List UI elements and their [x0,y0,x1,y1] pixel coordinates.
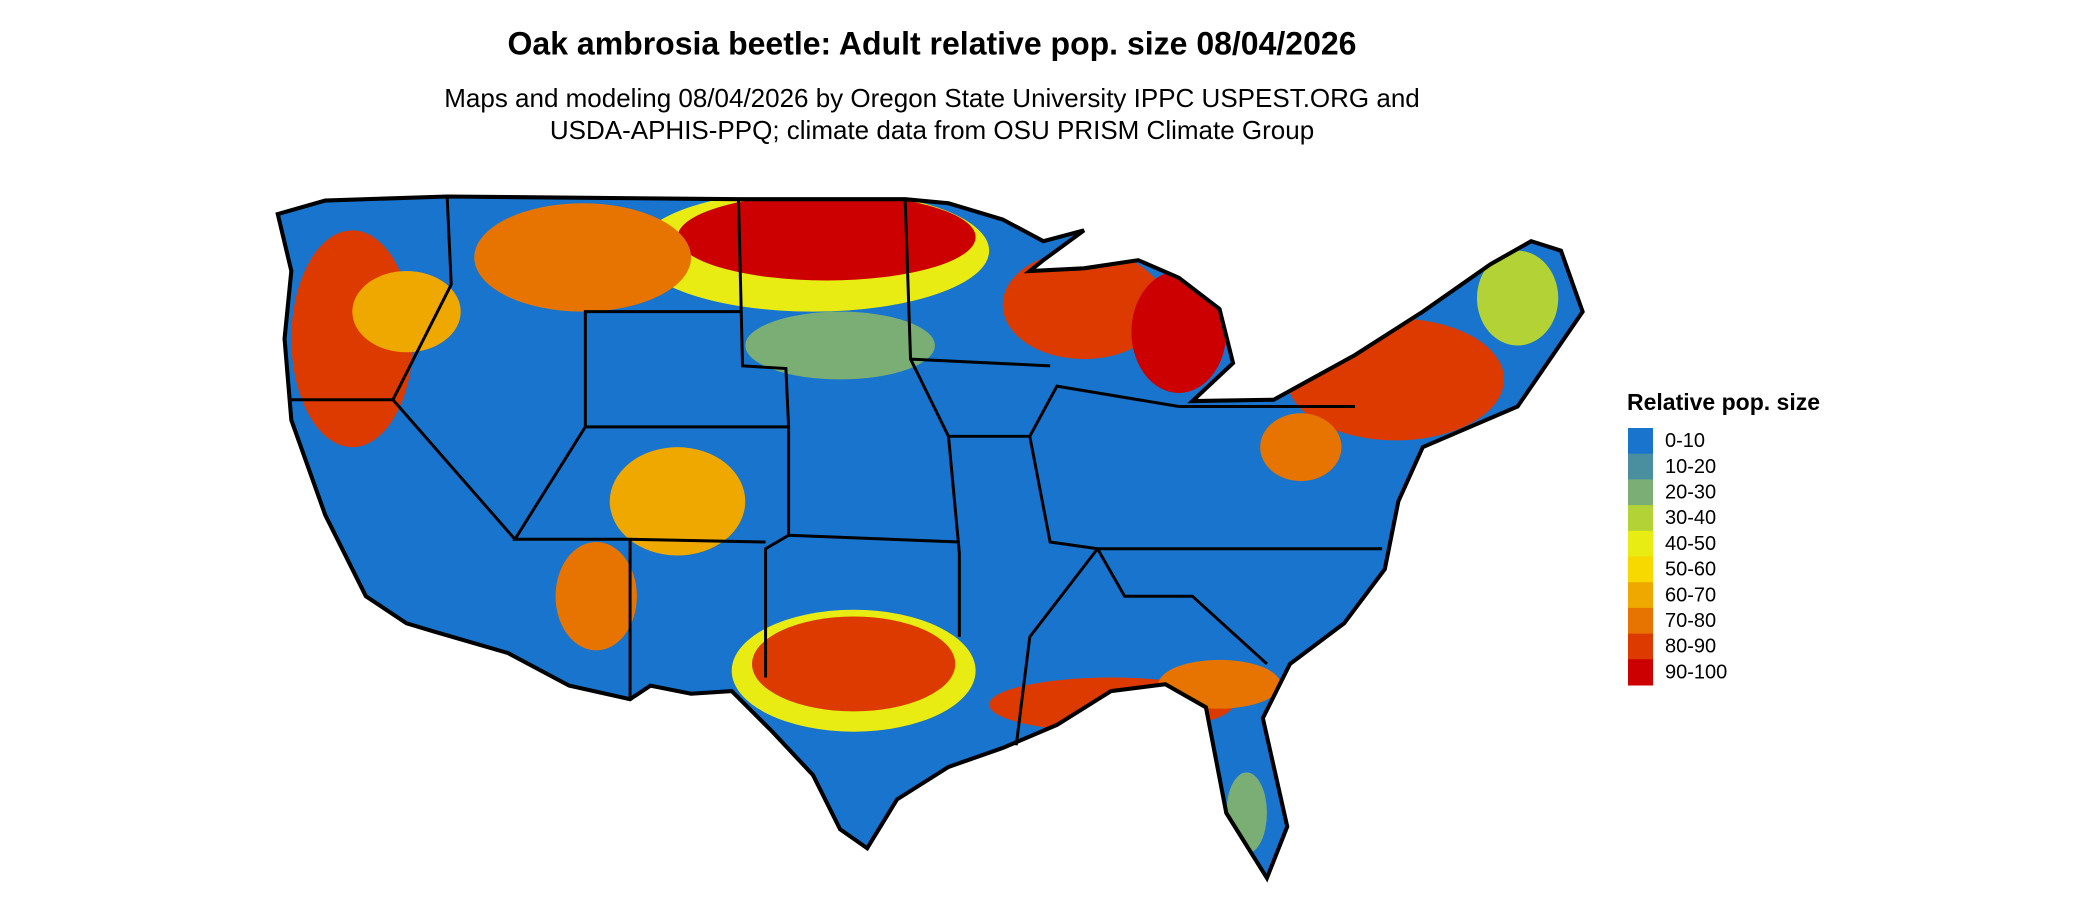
heat-region [1131,271,1227,393]
subtitle: USDA-APHIS-PPQ; climate data from OSU PR… [550,115,1314,145]
legend-swatch [1628,556,1653,583]
legend-swatch [1628,530,1653,557]
legend-swatch [1628,582,1653,609]
legend-label: 60-70 [1665,584,1716,606]
legend-swatch [1628,428,1653,455]
heat-region [609,447,746,556]
legend-swatch [1628,505,1653,532]
state-border [291,196,1383,746]
legend-swatch [1628,607,1653,635]
legend-swatch [1628,479,1653,506]
heat-region [555,542,637,651]
heat-region [352,271,461,353]
legend-label: 80-90 [1665,636,1716,658]
heat-region [1226,772,1267,854]
legend-label: 50-60 [1665,559,1716,581]
title: Oak ambrosia beetle: Adult relative pop.… [508,25,1357,61]
legend-label: 30-40 [1665,507,1716,529]
legend-label: 20-30 [1665,482,1716,504]
heat-region [1476,250,1559,346]
heat-region [752,616,956,712]
subtitle: Maps and modeling 08/04/2026 by Oregon S… [444,83,1420,113]
legend-title: Relative pop. size [1627,389,1820,415]
state-borders [278,196,1583,878]
legend-label: 70-80 [1665,610,1716,632]
heat-region [1002,250,1166,360]
map-fill [277,196,1583,879]
heat-region [1260,413,1342,482]
legend-label: 10-20 [1665,456,1716,478]
legend-label: 0-10 [1665,430,1705,452]
legend-label: 40-50 [1665,533,1716,555]
legend-label: 90-100 [1665,661,1727,683]
legend: 0-10 10-20 20-30 30-40 40-50 50-60 60-70 70-80 8… [1628,428,1727,686]
legend-swatch [1628,659,1653,686]
heat-region [474,203,692,312]
legend-swatch [1628,453,1653,480]
heat-region [677,196,976,281]
heat-region [745,311,935,380]
map [257,176,1612,892]
legend-swatch [1628,633,1653,660]
heat-region [1158,659,1281,709]
